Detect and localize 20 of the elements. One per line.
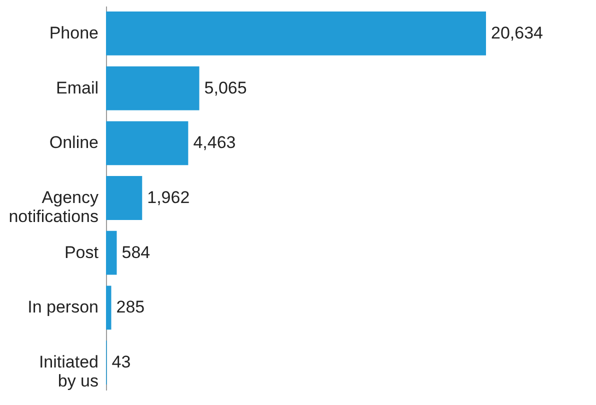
- bar: [106, 230, 117, 275]
- y-tick-label: Post: [64, 242, 99, 262]
- y-tick-label: Initiated by us: [38, 352, 98, 391]
- bar: [106, 11, 486, 56]
- y-tick-label: In person: [28, 298, 98, 317]
- data-label: 584: [122, 242, 150, 262]
- data-label: 5,065: [204, 78, 247, 98]
- data-label: 43: [112, 352, 131, 372]
- bar: [106, 286, 112, 330]
- data-label: 285: [116, 298, 145, 317]
- y-tick-label: Online: [49, 133, 98, 152]
- y-tick-label: Email: [56, 78, 98, 98]
- bar: [106, 176, 142, 220]
- bar: [106, 121, 188, 166]
- bar: [106, 66, 200, 110]
- data-label: 20,634: [491, 23, 543, 42]
- y-tick-label: Phone: [49, 23, 98, 42]
- data-label: 1,962: [147, 188, 190, 207]
- y-tick-label: Agency notifications: [8, 188, 99, 226]
- data-label: 4,463: [193, 133, 236, 152]
